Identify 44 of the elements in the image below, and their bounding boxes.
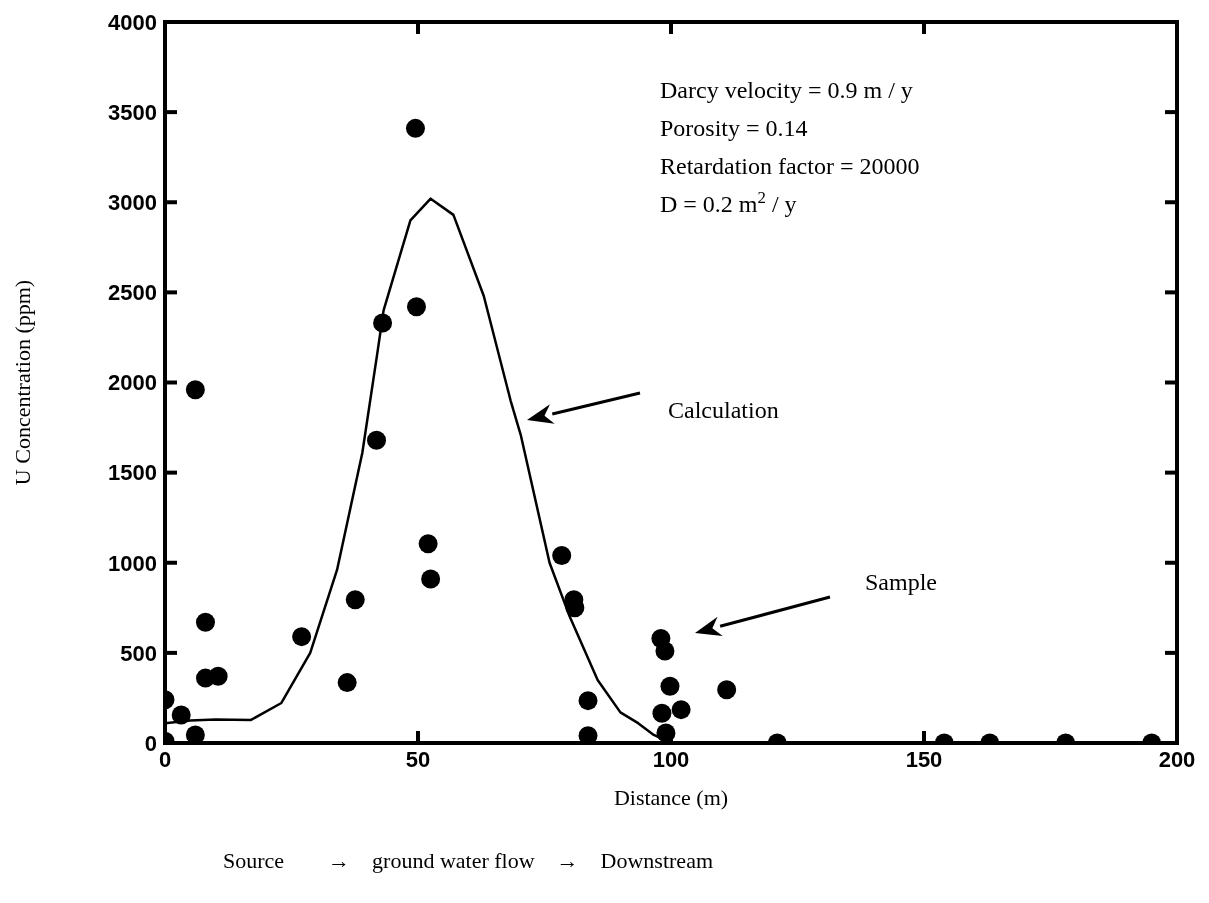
x-tick-label: 150 xyxy=(905,746,943,772)
annotation: Retardation factor = 20000 xyxy=(660,153,920,179)
y-tick-label: 500 xyxy=(120,640,157,666)
x-tick-label: 50 xyxy=(405,746,431,772)
annotation: D = 0.2 m$^{2}$ / y xyxy=(660,187,797,217)
x-tick-label: 100 xyxy=(652,746,690,772)
point xyxy=(292,627,312,647)
point xyxy=(418,534,438,554)
point xyxy=(337,673,357,693)
x-axis-title: Distance (m) xyxy=(613,785,729,810)
point xyxy=(406,297,426,317)
annotation: Porosity = 0.14 xyxy=(660,115,808,141)
point xyxy=(208,666,228,686)
point xyxy=(195,612,215,632)
x-tick-label: 200 xyxy=(1158,746,1196,772)
y-tick-label: 3500 xyxy=(108,99,157,125)
y-tick-label: 2500 xyxy=(108,280,157,306)
y-tick-label: 3000 xyxy=(108,190,157,216)
y-axis-title: U Concentration (ppm) xyxy=(10,279,35,486)
y-tick-label: 2000 xyxy=(108,370,157,396)
point xyxy=(171,705,191,725)
point xyxy=(578,691,598,711)
annotation: Darcy velocity = 0.9 m / y xyxy=(660,77,913,103)
y-tick-label: 1000 xyxy=(108,550,157,576)
point xyxy=(405,118,425,138)
point xyxy=(655,641,675,661)
point xyxy=(185,725,205,743)
point xyxy=(578,726,598,743)
annotation: Sample xyxy=(865,569,937,595)
y-tick-label: 0 xyxy=(144,730,157,756)
point xyxy=(185,380,205,400)
annotation: Calculation xyxy=(668,397,779,423)
y-tick-label: 4000 xyxy=(108,9,157,35)
point xyxy=(421,569,441,589)
point xyxy=(660,676,680,696)
point xyxy=(367,430,387,450)
point xyxy=(671,700,691,720)
point xyxy=(345,590,365,610)
point xyxy=(717,680,737,700)
y-tick-label: 1500 xyxy=(108,460,157,486)
source-note: Source → ground water flow → Downstream xyxy=(223,848,714,873)
point xyxy=(552,546,572,566)
point xyxy=(652,703,672,723)
point xyxy=(373,313,393,333)
